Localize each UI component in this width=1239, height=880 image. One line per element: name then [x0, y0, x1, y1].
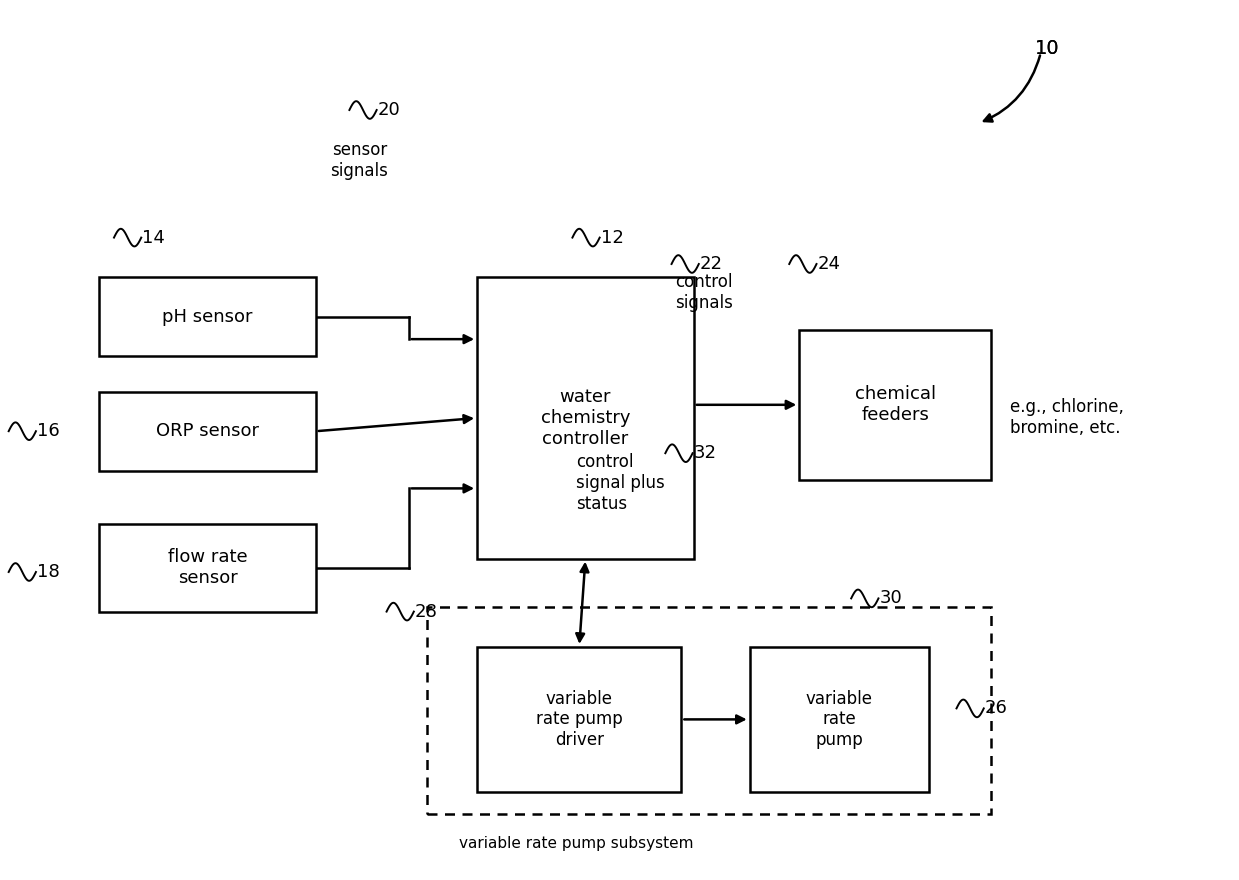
Bar	[99, 392, 316, 471]
Text: 18: 18	[37, 563, 59, 581]
Text: variable rate pump subsystem: variable rate pump subsystem	[458, 836, 694, 851]
Bar	[427, 607, 991, 814]
Text: pH sensor: pH sensor	[162, 308, 253, 326]
Text: ORP sensor: ORP sensor	[156, 422, 259, 440]
Text: control
signal plus
status: control signal plus status	[576, 453, 665, 513]
Text: chemical
feeders: chemical feeders	[855, 385, 935, 424]
Text: control
signals: control signals	[675, 273, 732, 312]
Text: 20: 20	[378, 101, 400, 119]
Text: 28: 28	[415, 603, 437, 620]
Text: 16: 16	[37, 422, 59, 440]
Text: water
chemistry
controller: water chemistry controller	[540, 388, 631, 448]
Text: variable
rate pump
driver: variable rate pump driver	[535, 690, 623, 749]
Text: 22: 22	[700, 255, 724, 273]
Text: 10: 10	[1035, 39, 1059, 58]
Text: 26: 26	[985, 700, 1007, 717]
Text: 10: 10	[1035, 39, 1059, 58]
Bar	[750, 647, 929, 792]
Text: 12: 12	[601, 229, 623, 246]
Bar	[99, 277, 316, 356]
Text: 24: 24	[818, 255, 841, 273]
Text: variable
rate
pump: variable rate pump	[805, 690, 873, 749]
Text: 14: 14	[142, 229, 165, 246]
Text: e.g., chlorine,
bromine, etc.: e.g., chlorine, bromine, etc.	[1010, 398, 1124, 436]
Text: 30: 30	[880, 590, 902, 607]
Bar	[99, 524, 316, 612]
Bar	[799, 330, 991, 480]
Text: 32: 32	[694, 444, 717, 462]
Text: sensor
signals: sensor signals	[331, 141, 388, 180]
Text: flow rate
sensor: flow rate sensor	[167, 548, 248, 587]
Bar	[477, 277, 694, 559]
Bar	[477, 647, 681, 792]
